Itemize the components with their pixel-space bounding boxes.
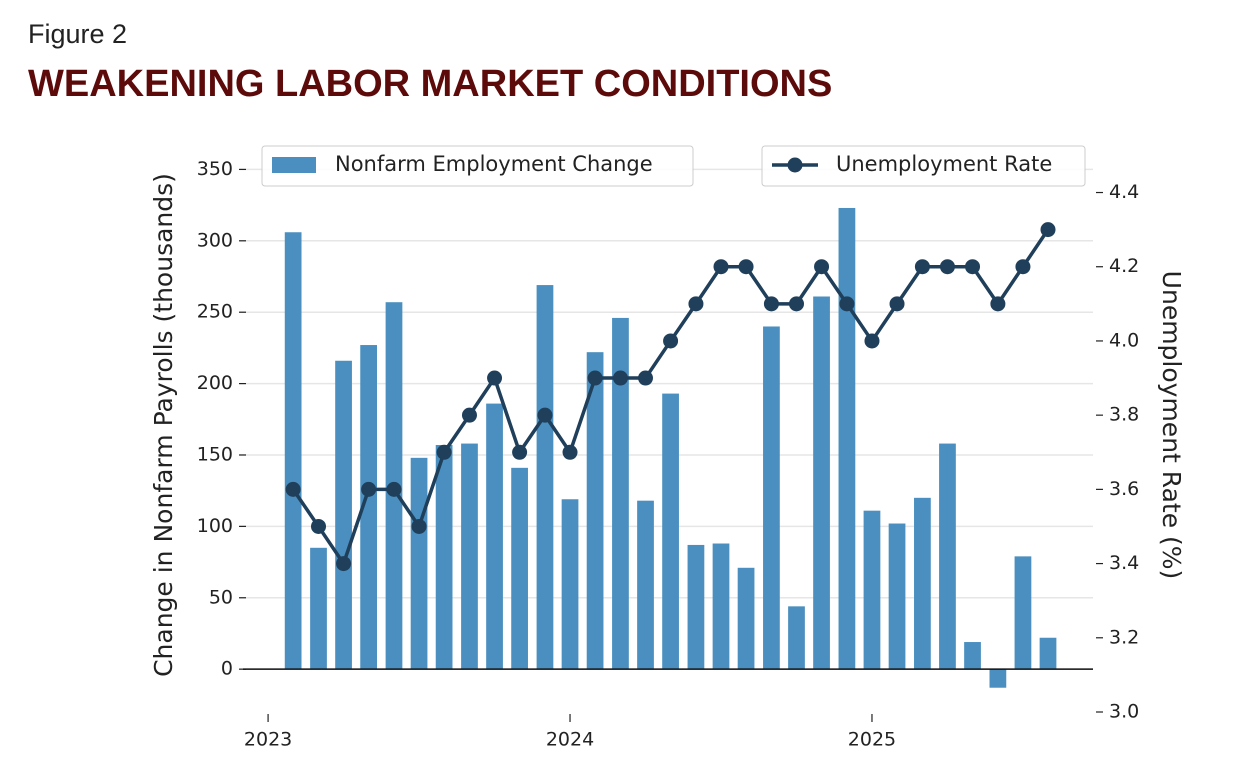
line-point bbox=[939, 259, 955, 275]
bar bbox=[863, 510, 881, 670]
bar bbox=[486, 403, 503, 670]
line-point bbox=[512, 444, 528, 460]
y2-tick-label: 3.4 bbox=[1109, 552, 1139, 574]
bar bbox=[687, 544, 705, 670]
bar bbox=[737, 567, 755, 670]
bar bbox=[1039, 637, 1057, 670]
line-point bbox=[965, 259, 981, 275]
bar bbox=[939, 443, 956, 670]
y-tick-label: 300 bbox=[197, 229, 233, 251]
line-point bbox=[688, 296, 704, 312]
line-point bbox=[361, 481, 377, 497]
line-point bbox=[814, 259, 830, 275]
line-point bbox=[864, 333, 880, 349]
line-point bbox=[436, 444, 452, 460]
line-point bbox=[537, 407, 553, 423]
y2-tick-label: 4.2 bbox=[1109, 255, 1139, 277]
bar bbox=[586, 352, 604, 670]
bar bbox=[612, 317, 629, 670]
bar bbox=[838, 207, 856, 670]
line-point bbox=[763, 296, 779, 312]
legend-box bbox=[761, 145, 1086, 187]
y-tick-label: 200 bbox=[197, 372, 233, 394]
x-tick-label: 2025 bbox=[848, 729, 896, 751]
legend-swatch bbox=[787, 157, 803, 173]
y-tick-label: 150 bbox=[197, 443, 233, 465]
bar bbox=[511, 467, 528, 670]
y2-tick-label: 4.0 bbox=[1109, 329, 1139, 351]
legend-label: Unemployment Rate bbox=[836, 152, 1052, 176]
line-point bbox=[914, 259, 930, 275]
line-point bbox=[839, 296, 855, 312]
y2-tick-label: 4.4 bbox=[1109, 181, 1139, 203]
y-tick-label: 250 bbox=[197, 301, 233, 323]
legend: Nonfarm Employment Change Unemployment Ra… bbox=[261, 145, 1086, 187]
bar bbox=[763, 326, 780, 670]
line-point bbox=[562, 444, 578, 460]
line-point bbox=[311, 518, 327, 534]
line-point bbox=[587, 370, 603, 386]
y-tick-label: 0 bbox=[221, 658, 233, 680]
line-point bbox=[889, 296, 905, 312]
line-point bbox=[638, 370, 654, 386]
y-tick-label: 50 bbox=[209, 586, 233, 608]
line-point bbox=[1015, 259, 1031, 275]
line-point bbox=[612, 370, 628, 386]
bar bbox=[888, 523, 906, 670]
x-tick-label: 2024 bbox=[546, 729, 594, 751]
line-point bbox=[713, 259, 729, 275]
plot-area bbox=[243, 207, 1093, 688]
bar bbox=[410, 457, 428, 670]
bar bbox=[914, 497, 931, 670]
line-point bbox=[663, 333, 679, 349]
bar bbox=[813, 296, 830, 670]
legend-label: Nonfarm Employment Change bbox=[335, 152, 653, 176]
legend-box bbox=[261, 145, 694, 187]
bar bbox=[435, 444, 453, 670]
chart-title: WEAKENING LABOR MARKET CONDITIONS bbox=[28, 63, 832, 105]
bar bbox=[964, 642, 981, 670]
legend-swatch bbox=[272, 157, 316, 173]
y2-axis-label: Unemployment Rate (%) bbox=[1157, 271, 1186, 580]
bar bbox=[461, 443, 478, 670]
bar bbox=[637, 500, 654, 670]
y2-tick-label: 3.0 bbox=[1109, 701, 1139, 723]
line-point bbox=[487, 370, 503, 386]
bar bbox=[284, 232, 302, 670]
bar bbox=[335, 360, 352, 670]
line-point bbox=[1040, 222, 1056, 238]
line-point bbox=[285, 481, 301, 497]
bar bbox=[536, 285, 554, 670]
y-tick-label: 350 bbox=[197, 158, 233, 180]
x-tick-label: 2023 bbox=[244, 729, 292, 751]
bar bbox=[712, 543, 730, 670]
y2-tick-label: 3.8 bbox=[1109, 404, 1139, 426]
bar bbox=[788, 606, 805, 670]
line-point bbox=[788, 296, 804, 312]
bar bbox=[561, 499, 579, 670]
line-point bbox=[990, 296, 1006, 312]
line-point bbox=[461, 407, 477, 423]
bar bbox=[662, 393, 679, 670]
bar bbox=[310, 547, 327, 670]
y-axis-label: Change in Nonfarm Payrolls (thousands) bbox=[149, 173, 178, 677]
line-point bbox=[336, 556, 352, 572]
y2-tick-label: 3.6 bbox=[1109, 478, 1139, 500]
figure-label: Figure 2 bbox=[28, 19, 127, 49]
y-tick-label: 100 bbox=[197, 515, 233, 537]
line-point bbox=[738, 259, 754, 275]
bar bbox=[1014, 556, 1032, 670]
y2-tick-label: 3.2 bbox=[1109, 626, 1139, 648]
line-point bbox=[386, 481, 402, 497]
bar bbox=[360, 345, 377, 670]
bar bbox=[989, 669, 1007, 688]
line-point bbox=[411, 518, 427, 534]
